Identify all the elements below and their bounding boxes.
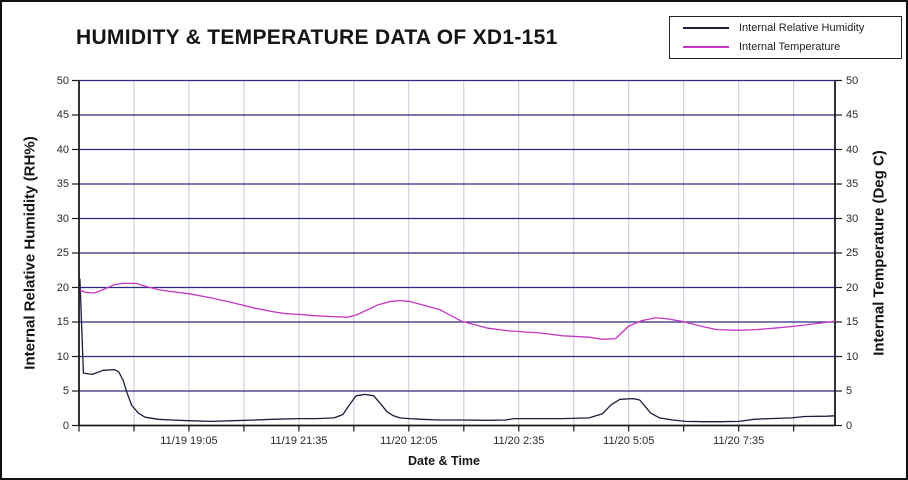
y-axis-tick-label-right: 15: [846, 316, 859, 328]
humidity-line: [79, 278, 836, 423]
x-axis-ticks: [78, 425, 795, 432]
horizontal-gridlines: [79, 79, 835, 392]
x-axis-tick-label: 11/20 12:05: [380, 434, 438, 447]
y-axis-tick-label-left: 45: [56, 109, 69, 121]
y-axis-tick-label-left: 20: [56, 281, 69, 294]
y-axis-tick-label-right: 10: [846, 350, 859, 363]
y-axis-tick-label-left: 5: [62, 385, 69, 397]
y-axis-tick-label-left: 30: [56, 212, 69, 225]
y-axis-tick-label-left: 50: [56, 74, 69, 87]
axis-lines: [78, 80, 836, 427]
y-axis-tick-label-left: 15: [56, 316, 69, 328]
y-axis-tick-label-right: 40: [846, 143, 859, 156]
humidity-line-swatch: [683, 27, 729, 29]
left-axis-title: Internal Relative Humidity (RH%): [21, 136, 39, 370]
x-axis-tick-label: 11/19 21:35: [270, 434, 328, 447]
right-axis-title: Internal Temperature (Deg C): [870, 150, 888, 356]
y-axis-tick-label-right: 35: [846, 178, 859, 190]
legend-label: Internal Temperature: [739, 41, 841, 53]
y-axis-tick-label-right: 50: [846, 74, 859, 87]
y-axis-tick-label-left: 25: [56, 247, 69, 259]
temperature-series-polyline: [79, 282, 836, 340]
y-axis-tick-label-right: 5: [846, 385, 853, 397]
x-axis-tick-label: 11/20 7:35: [713, 434, 765, 447]
y-axis-tick-label-left: 0: [62, 419, 69, 432]
y-axis-tick-label-left: 10: [56, 350, 69, 363]
y-axis-ticks: [72, 79, 842, 427]
legend-label: Internal Relative Humidity: [739, 22, 865, 34]
x-axis-tick-label: 11/19 19:05: [160, 434, 218, 447]
x-axis-tick-label: 11/20 5:05: [603, 434, 655, 447]
y-axis-tick-label-right: 0: [846, 419, 853, 432]
x-axis-tick-label: 11/20 2:35: [493, 434, 545, 447]
y-axis-tick-label-right: 45: [846, 109, 859, 121]
x-axis-title: Date & Time: [407, 454, 480, 468]
y-axis-tick-label-right: 30: [846, 212, 859, 225]
y-axis-tick-label-left: 35: [56, 178, 69, 190]
y-axis-tick-label-right: 25: [846, 247, 859, 259]
legend-item-temperature: Internal Temperature: [670, 39, 901, 55]
legend-item-humidity: Internal Relative Humidity: [670, 20, 901, 36]
chart-title: HUMIDITY & TEMPERATURE DATA OF XD1-151: [76, 26, 558, 49]
humidity-series-polyline: [79, 278, 836, 423]
temperature-line: [79, 282, 836, 340]
y-axis-tick-label-left: 40: [56, 143, 69, 156]
y-axis-tick-label-right: 20: [846, 281, 859, 294]
legend-box: Internal Relative Humidity Internal Temp…: [669, 16, 902, 59]
temperature-line-swatch: [683, 46, 729, 48]
